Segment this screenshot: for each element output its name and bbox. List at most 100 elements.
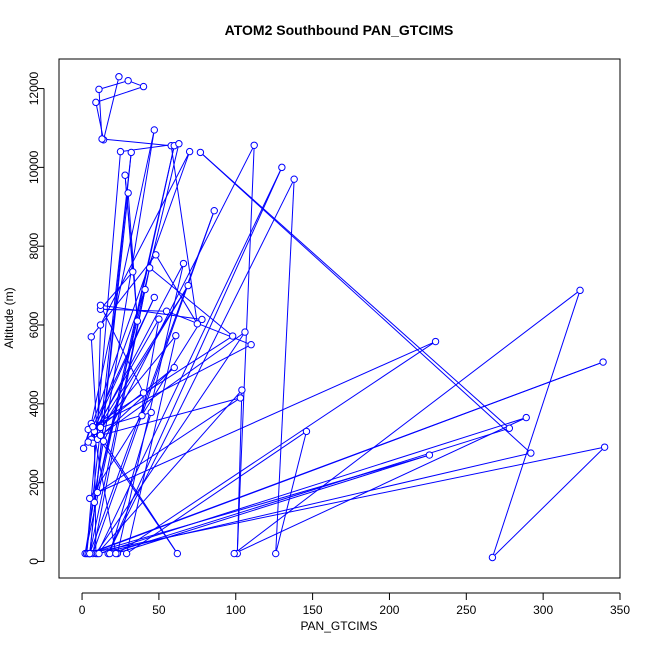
- series-segment: [200, 152, 510, 429]
- series-segment: [94, 367, 175, 432]
- series-segment: [95, 102, 105, 140]
- data-point: [145, 264, 154, 272]
- chart-title: ATOM2 Southbound PAN_GTCIMS: [225, 22, 454, 38]
- series-segment: [126, 335, 177, 554]
- data-point: [127, 148, 135, 157]
- series-segment: [92, 210, 215, 554]
- data-point: [96, 423, 105, 432]
- data-point: [86, 494, 94, 503]
- series-segment: [115, 454, 430, 555]
- series-segment: [87, 297, 155, 443]
- series-segment: [100, 305, 144, 394]
- series-segment: [87, 318, 160, 443]
- series-segment: [100, 331, 246, 436]
- series-segment: [109, 427, 510, 555]
- data-point: [92, 98, 100, 107]
- data-point: [90, 498, 99, 507]
- data-point: [241, 328, 249, 336]
- data-point: [115, 73, 123, 81]
- data-point: [121, 171, 129, 179]
- series-segment: [98, 417, 527, 555]
- data-point: [488, 553, 497, 562]
- data-point: [99, 437, 108, 445]
- data-point: [193, 320, 202, 328]
- x-tick-label: 300: [533, 603, 553, 617]
- data-point: [198, 315, 206, 324]
- data-point: [96, 431, 105, 440]
- data-point: [79, 444, 88, 453]
- data-point: [278, 163, 286, 172]
- data-point: [175, 140, 183, 148]
- series-segment: [103, 76, 120, 140]
- data-point: [152, 251, 160, 259]
- data-point: [155, 315, 163, 323]
- x-tick-label: 200: [379, 603, 399, 617]
- data-point: [599, 358, 607, 366]
- data-point: [139, 389, 148, 397]
- x-tick-label: 50: [152, 603, 166, 617]
- data-point: [173, 549, 182, 558]
- plot-frame: [58, 58, 621, 579]
- series-segment: [126, 430, 307, 554]
- data-point: [139, 82, 148, 91]
- series-segment: [103, 440, 178, 554]
- series-segment: [200, 152, 532, 454]
- y-axis: 0 2000 4000 6000 8000 10000 12000: [27, 72, 45, 565]
- series-segment: [89, 454, 430, 555]
- x-axis-label: PAN_GTCIMS: [300, 619, 377, 633]
- series-segment: [97, 397, 241, 493]
- data-point: [112, 549, 120, 558]
- series-segment: [117, 341, 436, 554]
- data-point: [230, 549, 238, 558]
- data-point: [425, 451, 434, 459]
- series-segment: [107, 167, 283, 554]
- data-point: [238, 386, 246, 394]
- series-segment: [93, 145, 175, 503]
- series-segment: [92, 426, 117, 554]
- series-segment: [92, 367, 175, 444]
- data-point: [247, 341, 255, 349]
- series-segment: [103, 145, 255, 442]
- series-segment: [101, 138, 172, 147]
- series-segment: [109, 412, 152, 554]
- data-point: [138, 411, 146, 420]
- data-point: [106, 549, 114, 558]
- data-point: [431, 337, 440, 346]
- data-point: [185, 147, 194, 156]
- y-tick-label: 2000: [27, 469, 41, 496]
- data-point: [162, 307, 171, 315]
- series-segment: [107, 178, 295, 554]
- series-segment: [100, 304, 203, 320]
- data-point: [122, 549, 131, 558]
- data-point: [196, 148, 205, 157]
- data-point: [505, 424, 514, 432]
- data-point: [576, 286, 584, 295]
- series-segment: [90, 336, 98, 440]
- x-tick-label: 100: [226, 603, 246, 617]
- data-point: [98, 135, 106, 143]
- x-tick-label: 350: [610, 603, 630, 617]
- x-tick-label: 150: [303, 603, 323, 617]
- series-segment: [86, 152, 132, 554]
- y-tick-label: 12000: [27, 72, 41, 106]
- data-point: [116, 147, 125, 156]
- data-point: [290, 175, 298, 183]
- series-segment: [98, 80, 129, 90]
- data-point: [302, 427, 311, 436]
- y-tick-label: 6000: [27, 311, 41, 338]
- series-segment: [491, 290, 581, 558]
- points-layer: [79, 73, 609, 562]
- series-segment: [141, 392, 145, 416]
- series-segment: [234, 417, 527, 555]
- series-segment: [95, 86, 144, 103]
- data-point: [228, 332, 237, 340]
- data-point: [170, 363, 178, 372]
- data-point: [93, 488, 102, 497]
- series-segment: [83, 151, 191, 449]
- data-point: [96, 321, 105, 329]
- y-axis-label: Altitude (m): [2, 287, 16, 348]
- data-point: [124, 76, 132, 85]
- data-point: [272, 549, 280, 558]
